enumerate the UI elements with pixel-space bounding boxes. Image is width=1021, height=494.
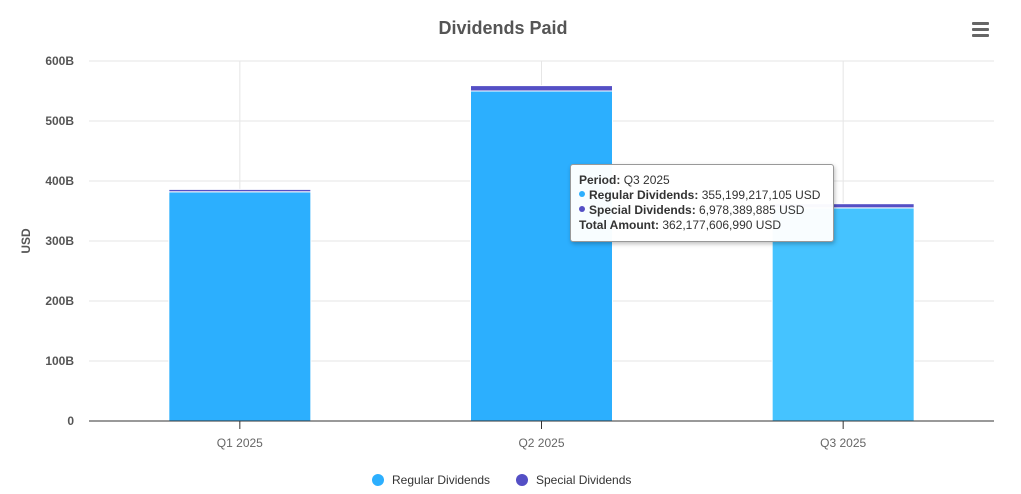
legend-item[interactable]: Special Dividends [516, 473, 631, 487]
legend-label: Special Dividends [536, 473, 631, 487]
legend: Regular Dividends Special Dividends [372, 473, 631, 487]
legend-item[interactable]: Regular Dividends [372, 473, 490, 487]
regular-dot-icon [579, 191, 585, 197]
y-tick-label: 200B [45, 294, 74, 308]
bar-special-dividends[interactable] [168, 188, 312, 193]
bar-regular-dividends[interactable] [168, 191, 312, 422]
y-axis-title: USD [19, 228, 33, 254]
tooltip-regular-value: 355,199,217,105 USD [701, 188, 821, 202]
legend-label: Regular Dividends [392, 473, 490, 487]
x-tick-label: Q3 2025 [820, 436, 866, 450]
y-tick-label: 600B [45, 54, 74, 68]
y-axis-ticks: 0 100B 200B 300B 400B 500B 600B [45, 54, 74, 428]
bar-series [168, 85, 915, 422]
legend-marker-icon [372, 474, 384, 486]
y-tick-label: 100B [45, 354, 74, 368]
tooltip-special-label: Special Dividends: [589, 203, 696, 217]
bar-regular-dividends[interactable] [771, 207, 915, 422]
chart-title: Dividends Paid [438, 18, 567, 38]
tooltip-period-label: Period: [579, 173, 621, 187]
bar-special-dividends[interactable] [470, 85, 613, 92]
tooltip-total-value: 362,177,606,990 USD [662, 218, 782, 232]
y-tick-label: 0 [67, 414, 74, 428]
tooltip-regular-label: Regular Dividends: [589, 188, 699, 202]
bar-regular-dividends[interactable] [470, 90, 613, 422]
x-axis-ticks: Q1 2025 Q2 2025 Q3 2025 [217, 421, 867, 450]
y-tick-label: 400B [45, 174, 74, 188]
chart-menu-button[interactable] [968, 18, 992, 40]
hamburger-menu-icon [971, 22, 989, 25]
special-dot-icon [579, 206, 585, 212]
x-tick-label: Q1 2025 [217, 436, 263, 450]
tooltip: Period: Q3 2025 Regular Dividends: 355,1… [570, 164, 834, 242]
x-tick-label: Q2 2025 [518, 436, 564, 450]
tooltip-period-value: Q3 2025 [623, 173, 670, 187]
y-tick-label: 300B [45, 234, 74, 248]
legend-marker-icon [516, 474, 528, 486]
y-tick-label: 500B [45, 114, 74, 128]
tooltip-total-label: Total Amount: [579, 218, 659, 232]
tooltip-special-value: 6,978,389,885 USD [699, 203, 805, 217]
